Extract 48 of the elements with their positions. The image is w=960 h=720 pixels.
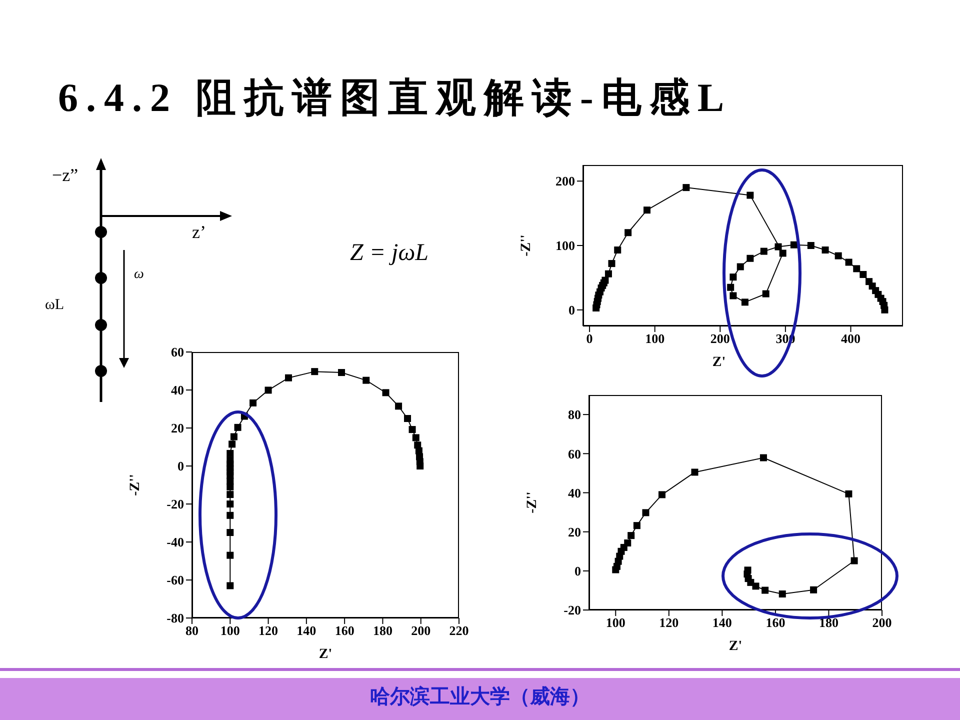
y-tick-label: 20 bbox=[171, 420, 184, 436]
y-axis-title: -Z'' bbox=[518, 234, 534, 256]
x-tick-label: 140 bbox=[712, 615, 732, 630]
x-axis-title: Z' bbox=[712, 355, 726, 370]
y-tick-label: 200 bbox=[556, 174, 575, 189]
x-tick-label: 100 bbox=[220, 623, 240, 638]
x-tick-label: 140 bbox=[296, 623, 316, 638]
text: Z = jωL bbox=[350, 240, 429, 267]
text: −z” bbox=[52, 165, 78, 186]
x-tick-label: 120 bbox=[258, 623, 278, 638]
y-tick-label: -80 bbox=[166, 610, 184, 626]
y-tick-label: -20 bbox=[166, 496, 184, 512]
y-tick-label: 40 bbox=[171, 382, 184, 398]
text: 6.4.2 阻抗谱图直观解读-电感L bbox=[58, 74, 732, 122]
x-tick-label: 0 bbox=[586, 331, 593, 346]
x-axis-title: Z' bbox=[728, 639, 742, 654]
text: 哈尔滨工业大学（威海） bbox=[369, 684, 591, 710]
x-tick-label: 80 bbox=[186, 623, 198, 638]
y-tick-label: 0 bbox=[574, 564, 581, 579]
x-axis-title: Z' bbox=[318, 647, 332, 662]
x-tick-label: 180 bbox=[818, 615, 838, 630]
x-tick-label: 200 bbox=[710, 331, 730, 346]
y-tick-label: 40 bbox=[568, 485, 581, 500]
y-tick-label: 100 bbox=[556, 238, 575, 254]
y-axis-title: -Z'' bbox=[128, 474, 143, 496]
x-tick-label: 220 bbox=[449, 623, 469, 638]
x-tick-label: 100 bbox=[645, 331, 665, 346]
x-tick-label: 100 bbox=[606, 615, 626, 630]
y-tick-label: -40 bbox=[166, 534, 184, 550]
x-tick-label: 180 bbox=[372, 623, 392, 638]
text: ωL bbox=[45, 297, 64, 314]
y-tick-label: -20 bbox=[564, 602, 581, 618]
x-tick-label: 160 bbox=[334, 623, 354, 638]
y-tick-label: 60 bbox=[171, 344, 184, 360]
y-tick-label: 0 bbox=[178, 458, 184, 474]
y-tick-label: 60 bbox=[568, 446, 581, 462]
text: z’ bbox=[192, 222, 206, 243]
y-tick-label: 80 bbox=[568, 407, 581, 422]
x-tick-label: 200 bbox=[411, 623, 431, 638]
y-tick-label: -60 bbox=[166, 572, 184, 588]
x-tick-label: 120 bbox=[659, 615, 679, 630]
y-axis-title: -Z'' bbox=[524, 492, 540, 514]
y-tick-label: 20 bbox=[568, 524, 581, 540]
x-tick-label: 200 bbox=[872, 615, 892, 630]
y-tick-label: 0 bbox=[568, 302, 575, 318]
x-tick-label: 400 bbox=[841, 331, 861, 346]
text: ω bbox=[134, 267, 144, 283]
x-tick-label: 160 bbox=[766, 615, 786, 630]
